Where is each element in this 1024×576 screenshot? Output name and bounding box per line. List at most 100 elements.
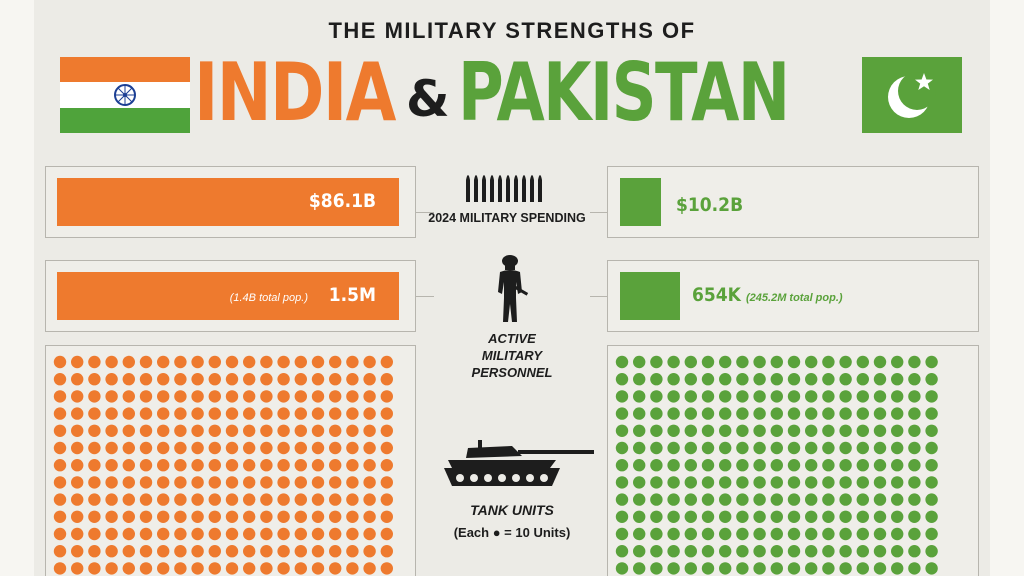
pakistan-tank-dot <box>873 441 887 455</box>
pakistan-tank-dot <box>650 441 663 455</box>
india-tank-dot <box>294 441 307 455</box>
pakistan-tank-dot <box>701 562 715 575</box>
pakistan-tank-dot <box>615 562 629 575</box>
india-tank-dot <box>174 493 187 506</box>
personnel-connector-right <box>590 296 607 297</box>
india-tank-dot <box>157 407 170 420</box>
pakistan-tank-dot <box>805 441 818 455</box>
india-tank-dot <box>157 424 170 437</box>
india-tank-dot <box>53 407 67 420</box>
pakistan-tank-dot <box>839 476 852 489</box>
pakistan-tank-dot <box>873 493 887 506</box>
pakistan-tank-dot <box>873 373 887 386</box>
india-tank-dot <box>191 373 204 386</box>
india-tank-dot <box>260 493 273 506</box>
pakistan-personnel-bar <box>620 272 680 320</box>
india-tank-dot <box>71 373 84 386</box>
pakistan-tank-dot <box>839 459 852 472</box>
ampersand: & <box>406 70 450 128</box>
pakistan-tank-dot <box>805 355 818 369</box>
pakistan-tank-dot <box>719 493 732 506</box>
india-tank-dot <box>208 545 221 558</box>
india-tank-dot <box>88 545 101 558</box>
pakistan-tank-dot <box>925 562 938 575</box>
pakistan-tank-dot <box>701 459 715 472</box>
pakistan-tank-dot <box>770 476 783 489</box>
india-tank-dot <box>157 373 170 386</box>
pakistan-tank-dot <box>650 510 663 523</box>
india-tank-dot <box>88 390 101 403</box>
india-tank-dot <box>122 545 135 558</box>
pakistan-tank-dot <box>805 510 818 523</box>
pakistan-tank-dot <box>908 355 921 369</box>
pakistan-tank-dot <box>891 355 904 369</box>
india-tank-dot <box>208 441 221 455</box>
pakistan-tank-dot <box>787 407 801 420</box>
india-tank-dot <box>329 390 342 403</box>
pakistan-tank-dot <box>873 424 887 437</box>
pakistan-tank-dot <box>787 493 801 506</box>
pakistan-tank-dot <box>701 441 715 455</box>
pakistan-title: PAKISTAN <box>458 46 790 139</box>
india-tank-dot <box>311 390 325 403</box>
india-tank-dot <box>53 493 67 506</box>
india-tank-dot <box>191 424 204 437</box>
india-tank-dot <box>243 390 256 403</box>
india-tank-dot <box>311 355 325 369</box>
india-tank-dot <box>346 390 359 403</box>
pakistan-tank-dot <box>805 407 818 420</box>
pakistan-tank-dot <box>839 510 852 523</box>
india-tank-dot <box>311 562 325 575</box>
india-tank-dot <box>277 424 290 437</box>
pakistan-tank-dot <box>891 562 904 575</box>
india-tank-dot <box>174 510 187 523</box>
pakistan-tank-dot <box>736 545 749 558</box>
pakistan-flag <box>862 57 962 133</box>
pakistan-tank-dot <box>736 510 749 523</box>
pakistan-tank-dot <box>701 355 715 369</box>
india-tank-dot <box>208 476 221 489</box>
pakistan-tank-dot <box>908 441 921 455</box>
india-tank-dot <box>294 510 307 523</box>
pakistan-tank-dot <box>684 373 697 386</box>
india-tank-dot <box>174 407 187 420</box>
pakistan-tank-dot <box>908 424 921 437</box>
india-tank-dot <box>122 390 135 403</box>
pakistan-tank-dot <box>633 545 646 558</box>
india-tank-dot <box>277 459 290 472</box>
pakistan-tank-dot <box>684 527 697 541</box>
pakistan-tank-dot <box>719 441 732 455</box>
india-tank-dot <box>88 373 101 386</box>
india-tank-dot <box>71 355 84 369</box>
pakistan-tank-dot <box>667 441 680 455</box>
india-tank-dot <box>346 476 359 489</box>
india-tank-dot <box>294 424 307 437</box>
india-tank-dot <box>122 562 135 575</box>
india-tank-dot <box>122 441 135 455</box>
india-tank-dot <box>191 545 204 558</box>
india-tank-dot <box>174 545 187 558</box>
pakistan-tank-dot <box>719 459 732 472</box>
india-tank-dot <box>380 407 393 420</box>
pakistan-tank-dot <box>633 424 646 437</box>
pakistan-tank-dot <box>891 424 904 437</box>
india-tank-dot <box>71 459 84 472</box>
pakistan-tank-dot <box>856 476 869 489</box>
india-tank-dot <box>225 476 239 489</box>
india-tank-dot <box>122 527 135 541</box>
india-tank-dot <box>225 407 239 420</box>
india-tank-dot <box>346 441 359 455</box>
india-tank-dot <box>174 441 187 455</box>
india-tank-dot <box>225 373 239 386</box>
india-tank-dot <box>329 562 342 575</box>
pakistan-tank-dot <box>787 459 801 472</box>
left-margin <box>0 0 34 576</box>
india-tank-dot <box>191 390 204 403</box>
pakistan-tank-dot <box>925 373 938 386</box>
india-tank-dot <box>277 355 290 369</box>
pakistan-tank-dot <box>667 510 680 523</box>
pakistan-tank-dot <box>822 373 835 386</box>
india-tank-dot <box>363 493 376 506</box>
india-tank-dot <box>122 373 135 386</box>
india-tank-dot <box>311 373 325 386</box>
